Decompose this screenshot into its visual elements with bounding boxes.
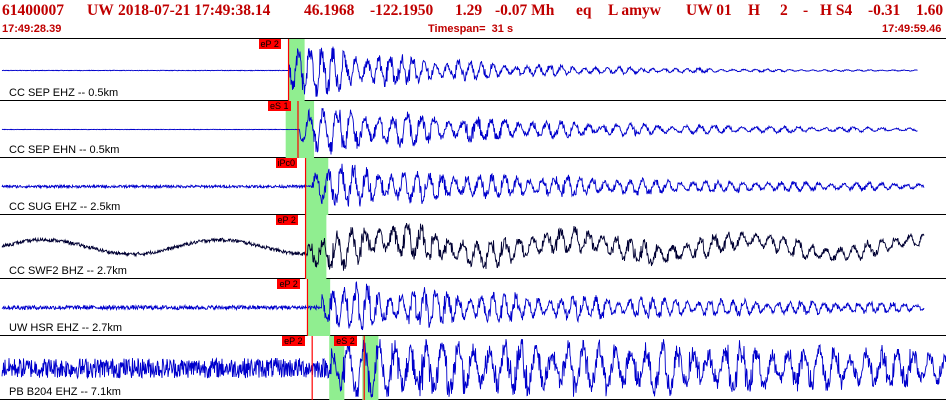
event-quality: H (748, 2, 761, 19)
waveform-plot (1, 101, 918, 158)
station-label: CC SWF2 BHZ -- 2.7km (9, 265, 127, 277)
pick-label[interactable]: eP 2 (275, 215, 298, 225)
event-datetime: 2018-07-21 17:49:38.14 (118, 2, 271, 19)
time-axis-header: 17:49:28.39 Timespan= 31 s 17:49:59.46 (0, 23, 948, 37)
trace-row[interactable]: iPc0 CC SUG EHZ -- 2.5km (0, 158, 946, 215)
event-header: 61400007 UW 2018-07-21 17:49:38.14 46.19… (0, 0, 948, 22)
pick-label[interactable]: eP 2 (258, 39, 281, 49)
event-last: 1.60 (916, 2, 944, 19)
event-latitude: 46.1968 (304, 2, 355, 19)
waveform-plot (1, 279, 925, 336)
event-longitude: -122.1950 (370, 2, 434, 19)
phase-window (362, 336, 379, 400)
pick-label[interactable]: eS 2 (334, 336, 357, 346)
pick-label[interactable]: iPc0 (275, 158, 298, 168)
event-residual: -0.31 (868, 2, 901, 19)
waveform-plot (1, 39, 918, 102)
pick-label[interactable]: eP 2 (277, 279, 300, 289)
pick-label[interactable]: eS 1 (267, 101, 291, 111)
station-label: UW HSR EHZ -- 2.7km (9, 322, 123, 334)
event-source: UW 01 (686, 2, 732, 19)
event-hstation: H S4 (820, 2, 853, 19)
trace-row[interactable]: eP 2 UW HSR EHZ -- 2.7km (0, 279, 946, 336)
station-label: CC SEP EHN -- 0.5km (9, 144, 120, 156)
event-nphases: 2 (780, 2, 788, 19)
trace-row[interactable]: eP 2 eS 2 PB B204 EHZ -- 7.1km (0, 336, 946, 400)
event-id: 61400007 (2, 2, 64, 19)
start-time: 17:49:28.39 (2, 23, 62, 35)
station-label: CC SEP EHZ -- 0.5km (9, 87, 119, 99)
event-depth: 1.29 (455, 2, 483, 19)
trace-row[interactable]: eP 2 CC SEP EHZ -- 0.5km (0, 38, 946, 102)
timespan: Timespan= 31 s (428, 23, 514, 35)
waveform-line (1, 339, 946, 398)
event-network: UW (87, 2, 114, 19)
waveform-plot (1, 336, 946, 400)
phase-window (305, 215, 327, 279)
event-dash: - (803, 2, 809, 19)
station-label: CC SUG EHZ -- 2.5km (9, 201, 121, 213)
waveform-line (1, 107, 918, 155)
event-magnitude: -0.07 Mh (495, 2, 555, 19)
event-flags: L amyw (608, 2, 661, 19)
trace-row[interactable]: eS 1 CC SEP EHN -- 0.5km (0, 101, 946, 158)
waveform-line (1, 46, 918, 97)
event-type: eq (576, 2, 592, 19)
waveform-plot (1, 158, 925, 215)
waveform-plot (1, 215, 925, 279)
pick-label[interactable]: eP 2 (282, 336, 305, 346)
station-label: PB B204 EHZ -- 7.1km (9, 386, 121, 398)
trace-row[interactable]: eP 2 CC SWF2 BHZ -- 2.7km (0, 215, 946, 279)
waveform-line (1, 222, 925, 271)
waveform-line (1, 163, 925, 207)
phase-window (329, 336, 345, 400)
waveform-line (1, 281, 925, 331)
end-time: 17:49:59.46 (882, 23, 942, 35)
